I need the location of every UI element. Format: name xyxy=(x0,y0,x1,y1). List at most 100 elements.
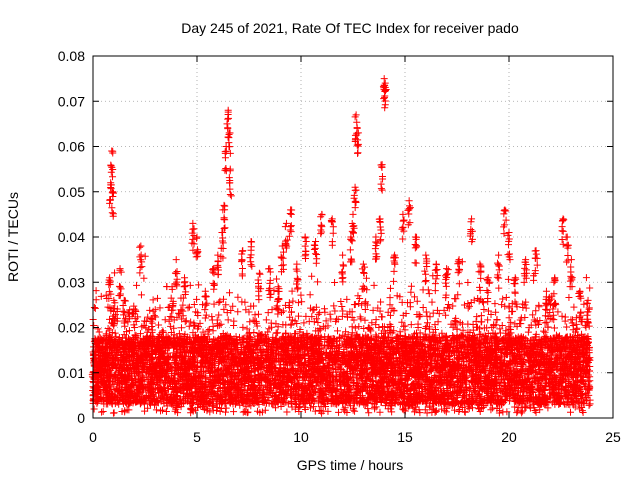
data-point-noise xyxy=(181,318,189,326)
data-point-noise xyxy=(355,299,363,307)
data-point-noise xyxy=(213,403,221,411)
data-point-noise xyxy=(338,303,346,311)
data-point-noise xyxy=(419,304,427,312)
data-point-noise xyxy=(521,314,529,322)
data-point-noise xyxy=(541,319,549,327)
data-point-noise xyxy=(475,297,483,305)
data-point-noise xyxy=(487,406,495,414)
data-point-noise xyxy=(213,320,221,328)
chart-title: Day 245 of 2021, Rate Of TEC Index for r… xyxy=(181,20,519,36)
data-point-noise xyxy=(365,409,373,417)
data-point-noise xyxy=(92,287,100,295)
data-point-noise xyxy=(268,367,276,375)
data-point-noise xyxy=(477,312,485,320)
data-point-noise xyxy=(454,291,462,299)
data-point-noise xyxy=(222,408,230,416)
data-point-noise xyxy=(447,320,455,328)
data-point-noise xyxy=(505,314,513,322)
data-point-noise xyxy=(312,303,320,311)
data-point-noise xyxy=(261,406,269,414)
data-point-noise xyxy=(227,307,235,315)
data-point-noise xyxy=(531,368,539,376)
data-point-noise xyxy=(272,404,280,412)
data-point-noise xyxy=(498,321,506,329)
data-point-noise xyxy=(283,408,291,416)
data-point-noise xyxy=(196,319,204,327)
data-point-noise xyxy=(314,318,322,326)
data-point-noise xyxy=(573,324,581,332)
data-point-noise xyxy=(210,300,218,308)
data-point-noise xyxy=(201,372,209,380)
data-point-noise xyxy=(354,292,362,300)
data-point-noise xyxy=(195,281,203,289)
data-point-noise xyxy=(429,309,437,317)
data-point-noise xyxy=(423,409,431,417)
data-point-noise xyxy=(434,318,442,326)
data-point-noise xyxy=(149,296,157,304)
data-point-noise xyxy=(572,320,580,328)
data-point-noise xyxy=(435,310,443,318)
data-points xyxy=(88,75,594,417)
data-point-noise xyxy=(190,300,198,308)
data-point-noise xyxy=(125,327,133,335)
data-point-noise xyxy=(199,328,207,336)
data-point-noise xyxy=(298,298,306,306)
data-point-noise xyxy=(473,313,481,321)
data-point-noise xyxy=(411,293,419,301)
data-point-noise xyxy=(159,327,167,335)
data-point-noise xyxy=(423,312,431,320)
data-point-noise xyxy=(185,303,193,311)
data-point-noise xyxy=(369,306,377,314)
data-point-noise xyxy=(459,326,467,334)
data-point-noise xyxy=(152,406,160,414)
data-point-noise xyxy=(543,318,551,326)
data-point-noise xyxy=(433,306,441,314)
data-point-noise xyxy=(216,297,224,305)
data-point-noise xyxy=(154,294,162,302)
data-point-noise xyxy=(586,377,594,385)
data-point-noise xyxy=(522,304,530,312)
data-point-noise xyxy=(173,313,181,321)
data-point-noise xyxy=(178,315,186,323)
data-point-noise xyxy=(438,329,446,337)
data-point-noise xyxy=(530,316,538,324)
data-point-noise xyxy=(159,328,167,336)
data-point-noise xyxy=(300,319,308,327)
data-point-noise xyxy=(322,317,330,325)
data-point-noise xyxy=(416,312,424,320)
data-point-noise xyxy=(205,326,213,334)
data-point-noise xyxy=(243,325,251,333)
data-point-noise xyxy=(273,275,281,283)
data-point-noise xyxy=(181,330,189,338)
data-point-noise xyxy=(131,315,139,323)
data-point-noise xyxy=(249,316,257,324)
data-point-noise xyxy=(398,318,406,326)
data-point-noise xyxy=(294,299,302,307)
data-point-noise xyxy=(206,374,214,382)
data-point-noise xyxy=(375,324,383,332)
data-point-noise xyxy=(444,301,452,309)
data-point-noise xyxy=(470,296,478,304)
data-point-noise xyxy=(520,278,528,286)
data-point-noise xyxy=(460,301,468,309)
data-point-noise xyxy=(464,279,472,287)
data-point-noise xyxy=(92,296,100,304)
data-point-noise xyxy=(94,325,102,333)
data-point-noise xyxy=(463,373,471,381)
data-point-noise xyxy=(308,272,316,280)
data-point-noise xyxy=(182,317,190,325)
data-point-noise xyxy=(208,313,216,321)
data-point-noise xyxy=(337,334,345,342)
data-point-noise xyxy=(563,323,571,331)
data-point-noise xyxy=(140,274,148,282)
data-point-noise xyxy=(377,298,385,306)
data-point-noise xyxy=(370,281,378,289)
data-point-noise xyxy=(256,409,264,417)
data-point-noise xyxy=(229,302,237,310)
data-point-noise xyxy=(234,308,242,316)
data-point-noise xyxy=(572,328,580,336)
data-point-noise xyxy=(582,274,590,282)
data-point-noise xyxy=(402,310,410,318)
